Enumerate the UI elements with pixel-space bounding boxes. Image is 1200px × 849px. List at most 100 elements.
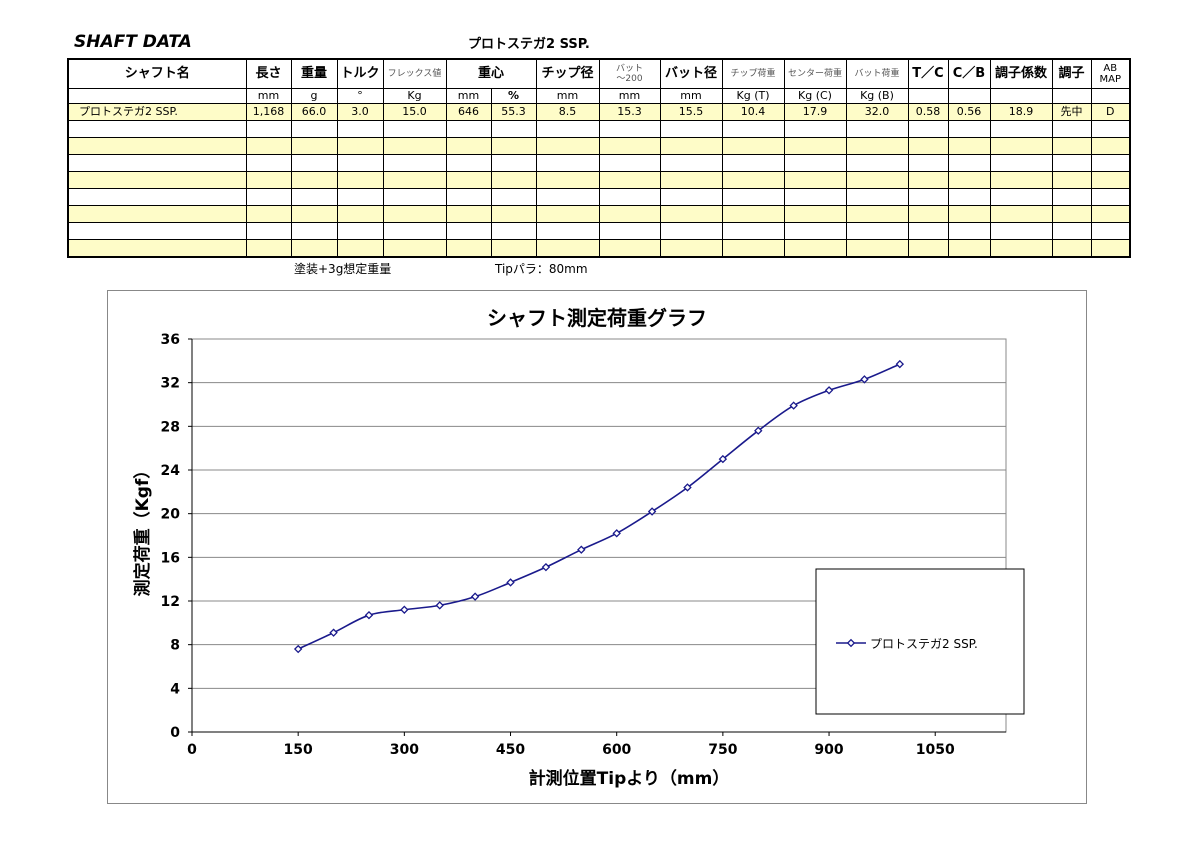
empty-cell <box>336 188 384 206</box>
x-tick-label: 600 <box>602 742 631 758</box>
empty-cell <box>336 222 384 240</box>
empty-cell <box>989 154 1053 172</box>
unit-cell: Kg <box>382 88 447 104</box>
empty-cell <box>490 171 537 189</box>
empty-cell <box>845 154 909 172</box>
empty-cell <box>845 188 909 206</box>
empty-cell <box>783 154 847 172</box>
empty-cell <box>445 154 492 172</box>
empty-cell <box>598 154 661 172</box>
empty-cell <box>67 205 247 223</box>
empty-cell <box>445 222 492 240</box>
empty-cell <box>598 239 661 258</box>
legend-marker <box>846 638 856 648</box>
cell-weight: 66.0 <box>290 103 338 121</box>
empty-cell <box>989 239 1053 258</box>
data-point <box>895 359 905 369</box>
sheet-title: SHAFT DATA <box>74 32 192 52</box>
table-row-empty <box>67 154 1131 172</box>
x-tick-label: 150 <box>284 742 313 758</box>
data-point <box>789 401 798 410</box>
empty-cell <box>907 205 949 223</box>
empty-cell <box>783 188 847 206</box>
empty-cell <box>535 154 600 172</box>
empty-cell <box>245 188 292 206</box>
empty-cell <box>1090 222 1131 240</box>
empty-cell <box>907 188 949 206</box>
empty-cell <box>783 222 847 240</box>
empty-cell <box>1090 120 1131 138</box>
empty-cell <box>290 171 338 189</box>
unit-cell: Kg (T) <box>721 88 785 104</box>
empty-cell <box>445 171 492 189</box>
tip-parallel-note: Tipパラ：80mm <box>495 262 588 276</box>
cell-ab-map: D <box>1090 103 1131 121</box>
empty-cell <box>490 137 537 155</box>
header-tip-dia: チップ径 <box>535 58 600 89</box>
empty-cell <box>382 205 447 223</box>
empty-cell <box>67 222 247 240</box>
unit-cell <box>989 88 1053 104</box>
data-point <box>293 644 303 654</box>
empty-cell <box>67 171 247 189</box>
header-ab-map: AB MAP <box>1090 58 1131 89</box>
y-tick-label: 0 <box>170 725 180 741</box>
header-shaft-name: シャフト名 <box>67 58 247 89</box>
empty-cell <box>1090 154 1131 172</box>
data-point <box>647 507 657 516</box>
empty-cell <box>67 137 247 155</box>
empty-cell <box>907 239 949 258</box>
data-point <box>612 529 621 538</box>
empty-cell <box>721 222 785 240</box>
empty-cell <box>783 120 847 138</box>
y-tick-label: 4 <box>170 681 180 697</box>
empty-cell <box>445 239 492 258</box>
data-point <box>860 375 869 384</box>
data-point <box>470 592 480 601</box>
empty-cell <box>989 120 1053 138</box>
header-length: 長さ <box>245 58 292 89</box>
unit-cell <box>947 88 991 104</box>
header-butt-load: バット荷重 <box>845 58 909 89</box>
cell-tip-dia: 8.5 <box>535 103 600 121</box>
data-point <box>506 578 515 587</box>
empty-cell <box>1090 239 1131 258</box>
empty-cell <box>659 120 723 138</box>
legend: プロトステガ2 SSP. <box>815 568 1025 715</box>
unit-cell <box>907 88 949 104</box>
empty-cell <box>490 239 537 258</box>
empty-cell <box>721 171 785 189</box>
empty-cell <box>721 120 785 138</box>
empty-cell <box>947 205 991 223</box>
empty-cell <box>783 137 847 155</box>
empty-cell <box>245 171 292 189</box>
empty-cell <box>290 120 338 138</box>
unit-cell <box>1051 88 1092 104</box>
table-row-empty <box>67 222 1131 240</box>
chart-title: シャフト測定荷重グラフ <box>487 306 707 330</box>
empty-cell <box>490 205 537 223</box>
empty-cell <box>67 120 247 138</box>
empty-cell <box>947 239 991 258</box>
empty-cell <box>947 188 991 206</box>
empty-cell <box>382 137 447 155</box>
empty-cell <box>382 222 447 240</box>
empty-cell <box>598 205 661 223</box>
empty-cell <box>445 137 492 155</box>
empty-cell <box>336 120 384 138</box>
header-butt-dia: バット径 <box>659 58 723 89</box>
x-tick-label: 1050 <box>916 742 955 758</box>
header-torque: トルク <box>336 58 384 89</box>
empty-cell <box>845 171 909 189</box>
empty-cell <box>783 239 847 258</box>
empty-cell <box>845 120 909 138</box>
table-row-empty <box>67 171 1131 189</box>
empty-cell <box>336 171 384 189</box>
empty-cell <box>907 120 949 138</box>
empty-cell <box>1090 171 1131 189</box>
empty-cell <box>989 205 1053 223</box>
empty-cell <box>721 188 785 206</box>
empty-cell <box>382 239 447 258</box>
load-chart: シャフト測定荷重グラフ 測定荷重（Kgf） 計測位置Tipより（mm） 0 4 8 1… <box>132 306 1025 789</box>
unit-cell: mm <box>659 88 723 104</box>
